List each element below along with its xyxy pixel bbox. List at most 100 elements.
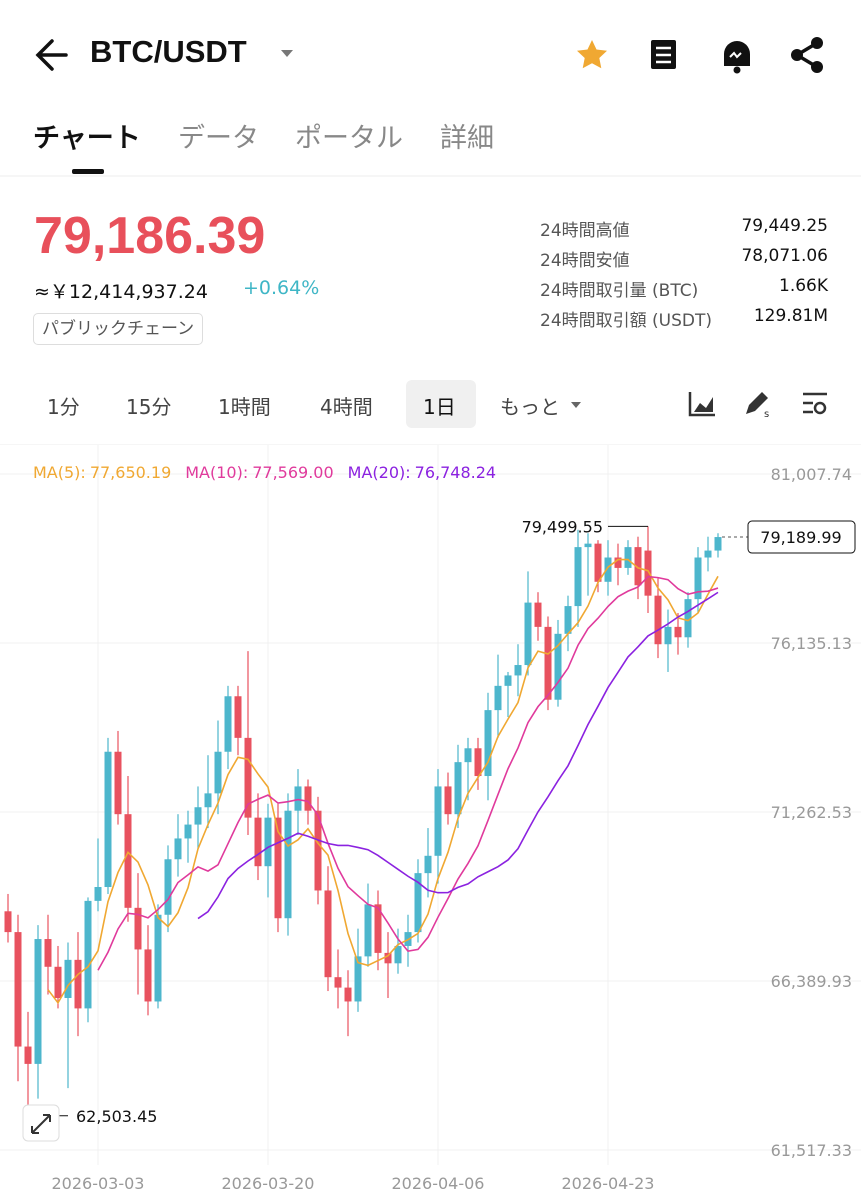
stat-label: 24時間安値 [540,251,630,271]
settings-icon[interactable] [803,392,827,415]
y-tick-label: 61,517.33 [771,1141,852,1160]
timeframe[interactable]: 1日 [423,395,456,419]
ma-name: MA(5): [33,463,86,482]
stat-label: 24時間取引量 (BTC) [540,281,699,301]
stat-label: 24時間高値 [540,221,630,241]
candle-body [344,987,352,1002]
candle-body [124,814,132,908]
svg-text:s: s [764,409,769,420]
candle-body [104,751,112,888]
candle-body [94,887,102,901]
stat-value: 78,071.06 [741,246,828,266]
candle-body [524,602,532,666]
candle-body [704,550,712,558]
tab[interactable]: 詳細 [440,123,494,154]
candle-body [564,606,572,634]
candle-body [254,817,262,867]
candle-body [484,710,492,777]
candle-body [64,959,72,998]
candle-body [374,904,382,953]
last-price-label: 79,189.99 [760,528,841,547]
x-tick-label: 2026-04-23 [562,1174,655,1193]
x-tick-label: 2026-04-06 [392,1174,485,1193]
candle-body [274,817,282,919]
timeframe[interactable]: 15分 [126,395,172,419]
tab[interactable]: データ [178,123,259,154]
more-arrow[interactable] [569,398,583,412]
candle-body [214,751,222,794]
candle-body [194,807,202,825]
tag[interactable]: パブリックチェーン [33,313,204,345]
candle-body [574,547,582,607]
ma-name: MA(20): [348,463,411,482]
ma-name: MA(10): [185,463,248,482]
candle-body [634,547,642,586]
pair-title[interactable]: BTC/USDT [90,34,247,69]
candle-body [244,737,252,818]
timeframe[interactable]: もっと [500,395,560,419]
y-tick-label: 81,007.74 [771,465,852,484]
ma-value: 77,569.00 [252,463,333,482]
candle-body [664,626,672,645]
x-tick-label: 2026-03-20 [222,1174,315,1193]
candle-body [464,748,472,763]
timeframe[interactable]: 4時間 [320,395,373,419]
candle-body [504,675,512,686]
tab-indicator [72,169,104,174]
candle-body [284,810,292,919]
stat-value: 129.81M [753,306,828,326]
candle-body [544,626,552,700]
candle-body [674,626,682,638]
expand-icon [31,1114,51,1134]
candle-body [644,550,652,596]
candle-body [84,900,92,1009]
pair-dropdown[interactable] [281,50,293,57]
ma-value: 76,748.24 [415,463,496,482]
candle-body [4,911,12,933]
y-tick-label: 66,389.93 [771,972,852,991]
draw-icon[interactable]: s [746,392,769,420]
candle-body [394,945,402,964]
candle-body [184,824,192,839]
candle-body [114,751,122,815]
candle-body [154,914,162,1002]
alert-icon[interactable] [724,41,750,74]
fiat-price: ≈￥12,414,937.24 [34,281,208,303]
favorite-icon[interactable] [577,40,607,69]
ma-line [97,575,719,971]
last-price: 79,186.39 [34,207,266,265]
candle-body [434,786,442,856]
candle-body [614,557,622,568]
back-button[interactable] [35,39,68,71]
candle-body [624,547,632,568]
tab[interactable]: ポータル [295,123,403,154]
chart: 61,517.33 66,389.93 71,262.53 76,135.13 81,0… [0,445,861,1193]
candle-body [324,890,332,978]
timeframe-selected [406,380,476,428]
candle-body [224,696,232,752]
timeframe[interactable]: 1分 [47,395,80,419]
high-label: 79,499.55 [522,517,603,536]
timeframe[interactable]: 1時間 [218,395,271,419]
ma-value: 77,650.19 [90,463,171,482]
x-tick-label: 2026-03-03 [52,1174,145,1193]
share-icon[interactable] [791,37,823,73]
expand-button[interactable] [22,1104,60,1142]
candle-body [494,685,502,711]
candle-body [34,939,42,1064]
candle-body [134,907,142,950]
low-label: 62,503.45 [76,1107,157,1126]
ma-line [197,591,719,920]
candle-body [584,543,592,548]
last-price-box [747,520,856,554]
stat-label: 24時間取引額 (USDT) [540,311,713,331]
candle-body [594,543,602,582]
candle-body [204,793,212,808]
candle-body [264,817,272,867]
notes-icon[interactable] [651,40,676,69]
tab[interactable]: チャート [33,123,141,154]
chart-type-icon[interactable] [688,392,715,417]
candle-body [414,873,422,933]
candle-body [144,949,152,1002]
